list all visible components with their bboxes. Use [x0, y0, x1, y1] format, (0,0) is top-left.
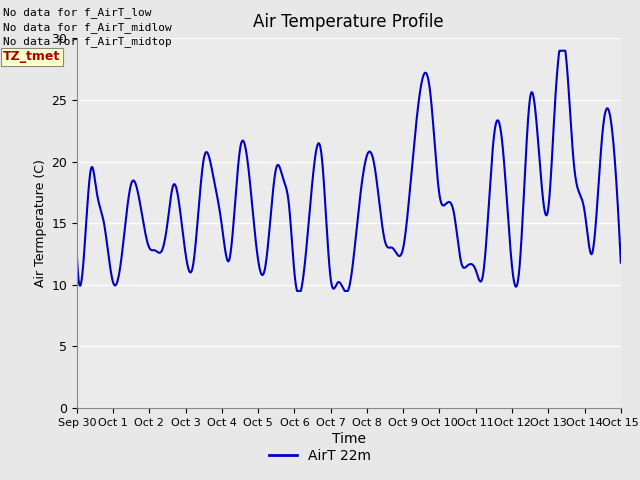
Text: No data for f_AirT_midtop: No data for f_AirT_midtop	[3, 36, 172, 47]
Y-axis label: Air Termperature (C): Air Termperature (C)	[34, 159, 47, 287]
Title: Air Temperature Profile: Air Temperature Profile	[253, 13, 444, 31]
Legend: AirT 22m: AirT 22m	[264, 443, 376, 468]
Text: No data for f_AirT_midlow: No data for f_AirT_midlow	[3, 22, 172, 33]
X-axis label: Time: Time	[332, 432, 366, 446]
Text: No data for f_AirT_low: No data for f_AirT_low	[3, 7, 152, 18]
Text: TZ_tmet: TZ_tmet	[3, 50, 60, 63]
